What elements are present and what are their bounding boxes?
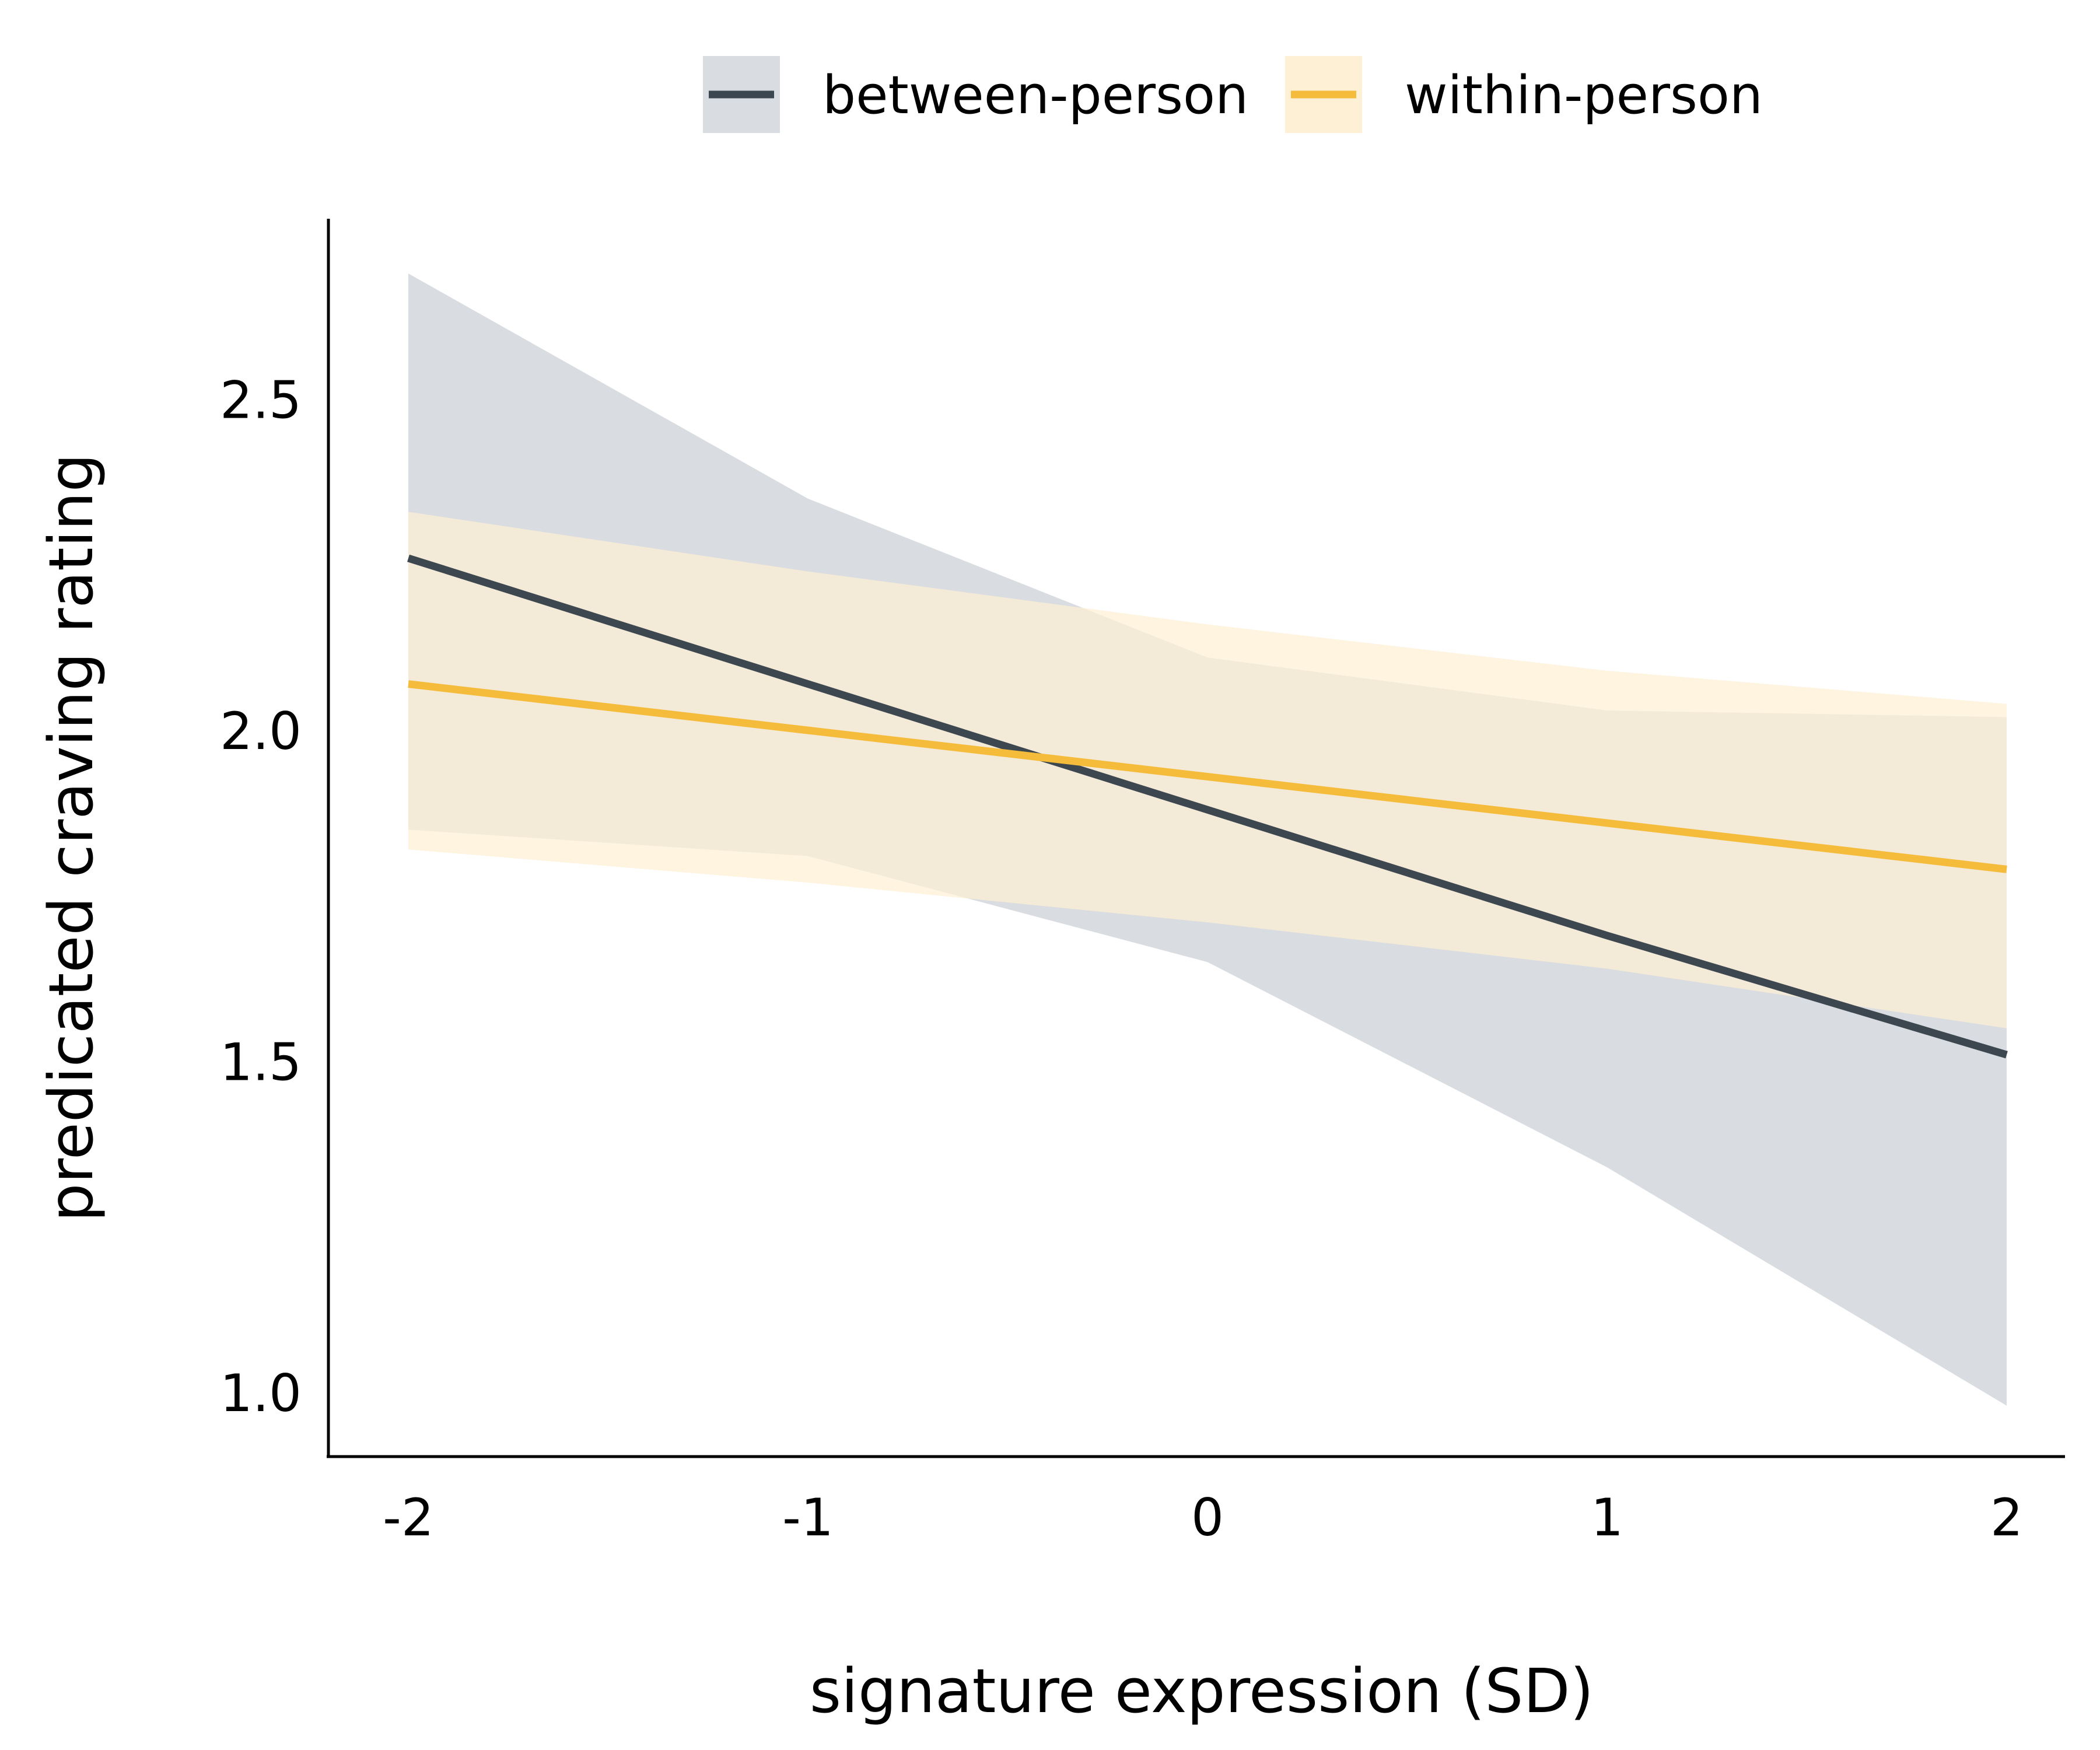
x-tick-label: -1 xyxy=(782,1488,834,1548)
legend-label: within-person xyxy=(1405,65,1763,126)
y-tick-label: 1.0 xyxy=(220,1363,302,1423)
legend: between-person within-person xyxy=(703,56,1763,133)
y-tick-label: 2.5 xyxy=(220,370,302,430)
y-tick-label: 2.0 xyxy=(220,701,302,761)
y-tick-labels: 1.0 1.5 2.0 2.5 xyxy=(220,370,302,1424)
legend-item-between-person: between-person xyxy=(703,56,1248,133)
y-tick-label: 1.5 xyxy=(220,1032,302,1093)
series-line-within-person xyxy=(408,680,2007,873)
confidence-bands xyxy=(408,273,2007,1406)
series-line-between-person xyxy=(407,554,2008,1059)
x-tick-label: 0 xyxy=(1191,1488,1224,1548)
legend-item-within-person: within-person xyxy=(1285,56,1763,133)
x-axis-title: signature expression (SD) xyxy=(810,1656,1594,1727)
x-tick-label: -2 xyxy=(383,1488,434,1548)
x-tick-label: 2 xyxy=(1990,1488,2023,1548)
series-lines xyxy=(407,554,2008,1059)
y-axis-title: predicated craving rating xyxy=(36,453,107,1222)
confidence-band-within-person xyxy=(408,512,2007,1028)
x-tick-labels: -2 -1 0 1 2 xyxy=(383,1488,2023,1548)
x-tick-label: 1 xyxy=(1591,1488,1623,1548)
legend-label: between-person xyxy=(822,65,1248,126)
